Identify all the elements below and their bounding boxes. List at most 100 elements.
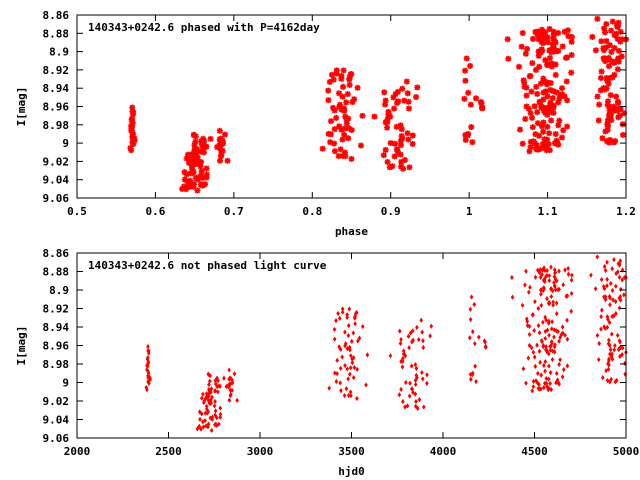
data-point [340,306,345,312]
data-point [147,380,151,386]
data-point [608,347,613,353]
data-point [613,30,620,37]
data-point [214,415,219,421]
y-tick-label: 8.9 [49,46,69,59]
data-point [606,366,611,372]
data-point [568,52,575,59]
data-point [557,361,561,368]
data-point [604,101,611,108]
data-point [355,366,359,372]
data-point [351,96,358,103]
data-point [614,270,618,277]
data-point [401,355,405,362]
data-point [600,45,607,52]
data-point [206,371,211,377]
data-point [518,43,525,50]
phased-y-ticks: 8.86 8.88 8.9 8.92 8.94 8.96 8.98 9 9.02 9.04 9.06 [43,9,626,205]
data-point [615,269,620,275]
data-point [213,408,218,414]
data-point [425,380,429,386]
data-point [337,344,341,350]
data-point [386,164,393,171]
phased-plot-title: 140343+0242.6 phased with P=4162day [88,21,320,34]
x-tick-label: 0.9 [381,205,401,218]
data-point [550,28,557,35]
data-point [544,62,551,69]
data-point [191,142,198,149]
x-tick-label: 1.1 [538,205,558,218]
data-point [557,338,561,344]
data-point [400,358,405,364]
data-point [548,380,552,387]
data-point [536,305,541,312]
y-tick-label: 9.06 [43,192,70,205]
data-point [610,351,614,357]
data-point [613,379,618,385]
data-point [545,383,549,390]
data-point [611,297,615,303]
data-point [527,73,534,80]
data-point [543,368,547,374]
data-point [545,268,549,274]
data-point [536,385,541,392]
data-point [199,411,204,417]
data-point [468,306,473,312]
data-point [556,379,560,386]
data-point [554,300,559,306]
data-point [209,427,214,434]
data-point [413,377,418,384]
data-point [548,347,553,353]
data-point [555,141,562,148]
data-point [603,138,610,145]
data-point [384,124,391,131]
data-point [331,107,338,114]
data-point [540,128,547,135]
unphased-y-axis-label: I[mag] [15,326,28,366]
data-point [391,105,398,112]
data-point [603,85,610,92]
unphased-y-ticks: 8.86 8.88 8.9 8.92 8.94 8.96 8.98 9 9.02 9.04 9.06 [43,247,626,445]
data-point [544,79,551,86]
data-point [550,348,555,354]
data-point [550,109,557,116]
data-point [531,349,536,355]
data-point [399,358,403,365]
data-point [535,380,540,386]
data-point [222,375,226,381]
data-point [400,165,407,172]
data-point [520,77,527,84]
data-point [205,406,209,412]
data-point [409,140,416,147]
data-point [527,138,534,145]
data-point [537,330,542,336]
y-tick-label: 9.06 [43,432,70,445]
data-point [555,99,562,106]
unphased-light-curve-panel: 2000 2500 3000 3500 4000 4500 5000 8.86 8.88 8.9… [15,247,639,478]
data-point [597,340,602,347]
data-point [543,359,548,365]
data-point [612,313,616,319]
unphased-data-points [144,254,628,434]
data-point [552,274,557,280]
phased-light-curve-panel: 0.5 0.6 0.7 0.8 0.9 1 1.1 1.2 8.868.888.98.928.… [15,9,636,238]
data-point [566,265,570,272]
data-point [602,324,606,330]
data-point [334,318,338,324]
data-point [365,352,370,358]
data-point [346,332,351,339]
data-point [224,157,231,164]
data-point [546,351,551,357]
data-point [559,332,564,338]
data-point [403,78,410,85]
data-point [553,269,558,276]
data-point [340,83,347,90]
data-point [603,267,608,274]
data-point [328,118,335,125]
x-tick-label: 1.2 [616,205,636,218]
data-point [208,397,213,403]
data-point [404,130,411,137]
data-point [612,347,617,353]
data-point [605,377,610,384]
data-point [605,314,610,320]
data-point [371,113,378,120]
